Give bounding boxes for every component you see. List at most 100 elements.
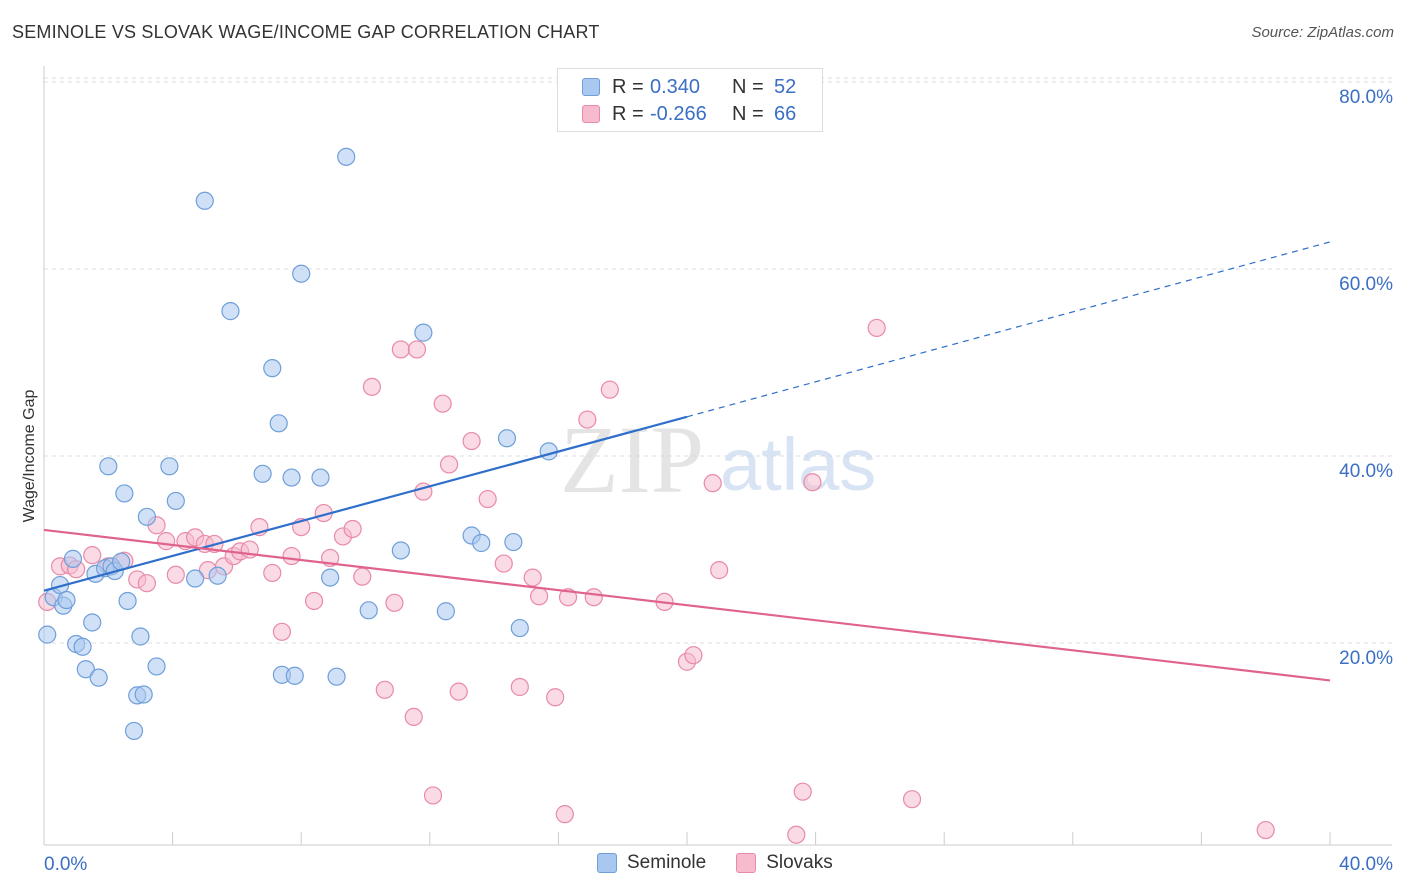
slovak-point <box>433 394 452 413</box>
seminole-swatch <box>582 78 600 96</box>
seminole-point <box>269 414 288 433</box>
slovak-points <box>38 318 1275 844</box>
seminole-point <box>38 625 57 644</box>
series-legend: Seminole Slovaks <box>597 852 863 874</box>
slovak-point <box>304 591 324 611</box>
seminole-point <box>115 484 134 503</box>
slovak-point <box>407 340 427 359</box>
n-label: N = <box>732 75 764 98</box>
seminole-trend-line <box>43 415 688 592</box>
seminole-point <box>321 568 340 587</box>
slovak-point <box>510 677 529 697</box>
slovak-point <box>793 782 812 801</box>
slovak-point <box>578 410 597 429</box>
seminole-point <box>285 666 304 685</box>
chart-source: Source: ZipAtlas.com <box>1251 24 1394 41</box>
seminole-point <box>83 613 102 632</box>
seminole-point <box>282 468 301 487</box>
legend-label-seminole: Seminole <box>627 852 707 873</box>
slovak-point <box>530 587 549 606</box>
slovak-point <box>867 318 886 338</box>
legend-item-slovaks[interactable]: Slovaks <box>736 852 833 874</box>
slovak-point <box>584 588 603 607</box>
seminole-point <box>510 618 529 638</box>
seminole-point <box>359 601 378 620</box>
slovak-point <box>449 682 468 701</box>
slovak-point <box>137 574 156 593</box>
slovak-point <box>684 646 703 665</box>
r-label: R = <box>612 102 644 125</box>
slovak-point <box>83 546 102 565</box>
seminole-point <box>186 569 205 588</box>
seminole-point <box>134 685 153 704</box>
seminole-point <box>137 507 156 526</box>
seminole-point <box>263 359 282 378</box>
seminole-point <box>118 591 137 611</box>
seminole-point <box>89 668 108 687</box>
seminole-point <box>195 191 214 210</box>
seminole-points <box>38 147 558 741</box>
slovak-point <box>902 790 922 809</box>
slovak-point <box>439 455 459 474</box>
slovak-point <box>166 565 185 584</box>
slovak-point <box>710 561 729 580</box>
y-tick-label: 40.0% <box>1339 461 1393 482</box>
seminole-trend-extension <box>686 241 1331 418</box>
correlation-legend: R = 0.340 N = 52 R = -0.266 N = 66 <box>557 68 823 132</box>
seminole-point <box>160 457 179 476</box>
seminole-point <box>124 721 144 741</box>
slovak-point <box>600 380 619 399</box>
slovak-point <box>478 489 497 509</box>
grid-lines <box>44 77 1392 644</box>
r-value: 0.340 <box>650 75 701 98</box>
watermark-atlas: atlas <box>720 423 876 506</box>
legend-item-seminole[interactable]: Seminole <box>597 852 706 874</box>
seminole-point <box>337 147 356 166</box>
slovak-point <box>282 546 301 566</box>
slovak-swatch <box>736 853 757 873</box>
slovak-point <box>558 588 578 607</box>
slovak-point <box>375 680 394 699</box>
seminole-point <box>221 302 240 321</box>
slovak-point <box>353 567 372 586</box>
seminole-point <box>391 541 410 560</box>
seminole-point <box>76 660 95 679</box>
seminole-point <box>472 533 491 553</box>
slovak-point <box>157 532 176 551</box>
seminole-point <box>414 323 433 342</box>
seminole-point <box>504 532 523 552</box>
n-label: N = <box>732 102 764 125</box>
seminole-point <box>131 627 150 646</box>
legend-row-seminole: R = 0.340 N = 52 <box>582 75 796 99</box>
legend-label-slovaks: Slovaks <box>766 852 833 873</box>
x-tick-label: 40.0% <box>1339 854 1393 875</box>
seminole-point <box>292 264 311 283</box>
seminole-point <box>63 549 83 568</box>
x-tick-label: 0.0% <box>44 854 87 875</box>
n-value: 52 <box>774 75 797 98</box>
chart-title: SEMINOLE VS SLOVAK WAGE/INCOME GAP CORRE… <box>12 22 600 42</box>
slovak-point <box>703 474 722 493</box>
seminole-point <box>147 657 166 676</box>
seminole-point <box>539 442 558 461</box>
y-tick-label: 60.0% <box>1339 274 1393 295</box>
seminole-point <box>253 464 272 483</box>
axes <box>43 66 1392 846</box>
slovak-point <box>263 563 282 583</box>
slovak-point <box>391 340 410 359</box>
r-label: R = <box>612 75 644 98</box>
slovak-point <box>272 622 292 641</box>
seminole-point <box>327 667 346 686</box>
watermark: ZIP atlas <box>560 406 876 513</box>
n-value: 66 <box>774 102 797 125</box>
slovak-point <box>787 825 806 844</box>
slovak-point <box>546 688 565 707</box>
slovak-point <box>494 554 513 573</box>
slovak-point <box>343 519 362 539</box>
y-tick-label: 20.0% <box>1339 648 1393 669</box>
seminole-point <box>166 491 185 511</box>
trend-lines <box>43 241 1331 682</box>
seminole-point <box>436 602 455 621</box>
slovak-point <box>404 707 423 727</box>
